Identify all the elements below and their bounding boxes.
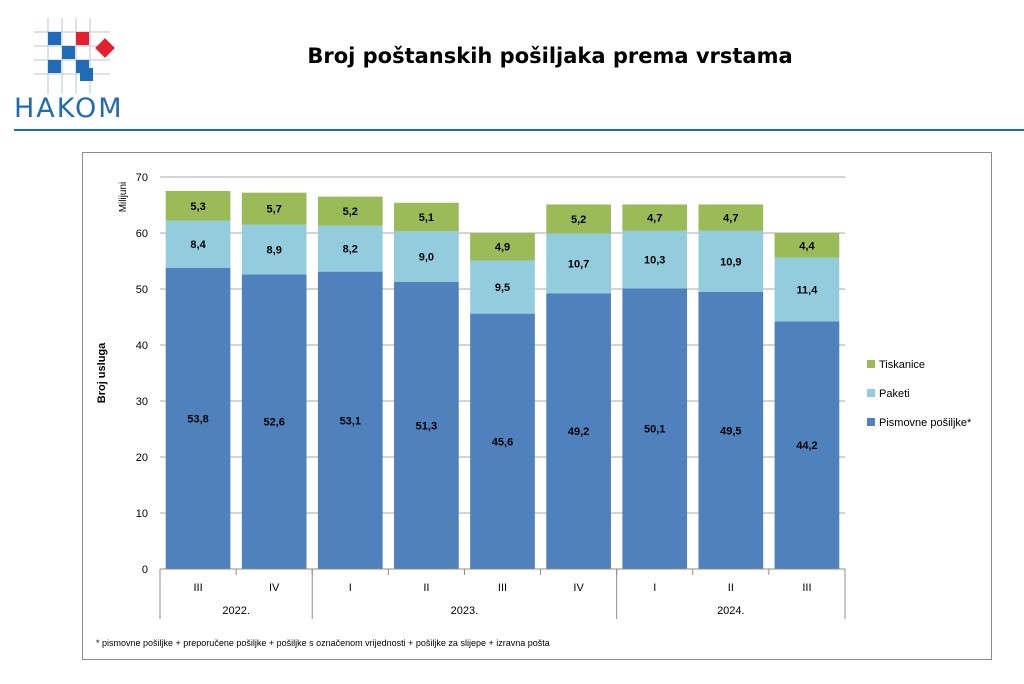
data-label: 10,3 (644, 255, 665, 267)
x-tick-label: II (728, 582, 734, 594)
bar-segment (165, 267, 231, 569)
data-label: 44,2 (796, 440, 817, 452)
x-tick-label: III (802, 582, 811, 594)
data-label: 5,3 (190, 201, 205, 213)
data-label: 5,2 (343, 206, 358, 218)
y-axis-unit: Milijuni (118, 182, 129, 213)
page-title: Broj poštanskih pošiljaka prema vrstama (307, 44, 793, 68)
legend-swatch (867, 389, 875, 397)
bar-segment (698, 291, 764, 569)
data-label: 9,5 (495, 282, 510, 294)
bar-segment (165, 191, 231, 221)
y-tick-label: 50 (136, 284, 148, 296)
y-axis-title: Broj usluga (96, 342, 108, 403)
x-tick-label: II (423, 582, 429, 594)
y-tick-label: 0 (142, 564, 148, 576)
bar-segment (622, 204, 688, 231)
data-label: 10,7 (568, 259, 589, 271)
y-tick-label: 40 (136, 340, 148, 352)
bar-segment (546, 204, 611, 234)
header-divider (14, 129, 1024, 131)
data-label: 45,6 (492, 436, 513, 448)
year-label: 2023. (451, 605, 479, 617)
bar-segment (241, 192, 307, 225)
x-tick-label: IV (573, 582, 584, 594)
data-label: 9,0 (419, 252, 434, 264)
x-tick-label: III (498, 582, 507, 594)
bar-segment (546, 233, 611, 294)
data-label: 52,6 (263, 417, 284, 429)
data-label: 8,2 (343, 244, 358, 256)
bar-segment (317, 225, 383, 272)
y-tick-label: 10 (136, 508, 148, 520)
bar-segment (622, 230, 688, 289)
legend-swatch (867, 360, 875, 368)
data-label: 4,7 (647, 213, 662, 225)
data-label: 50,1 (644, 424, 665, 436)
bar-segment (774, 233, 840, 258)
data-label: 53,1 (340, 415, 361, 427)
legend-label: Tiskanice (879, 359, 925, 371)
data-label: 5,1 (419, 212, 434, 224)
x-tick-label: I (653, 582, 656, 594)
bar-segment (546, 293, 611, 569)
data-label: 51,3 (416, 420, 437, 432)
bar-segment (774, 321, 840, 569)
bar-segment (698, 204, 764, 231)
data-label: 4,4 (799, 240, 815, 252)
legend-label: Paketi (879, 388, 910, 400)
chart-frame: 0 10 20 30 40 50 60 70 Broj usluga Milijuni 53,8 8,… (82, 152, 992, 660)
chart-footnote: * pismovne pošiljke + preporučene pošilj… (96, 638, 550, 648)
bar-segment (470, 233, 535, 261)
hakom-logo-mark (34, 18, 115, 94)
x-tick-label: III (193, 582, 202, 594)
data-label: 4,9 (495, 242, 510, 254)
bar-segment (317, 271, 383, 569)
legend-swatch (867, 418, 875, 426)
data-label: 53,8 (187, 413, 208, 425)
data-label: 8,4 (190, 239, 206, 251)
hakom-logo-text: HAKOM (14, 93, 124, 124)
data-label: 5,2 (571, 214, 586, 226)
year-label: 2024. (717, 605, 745, 617)
bar-segment (470, 260, 535, 314)
data-label: 5,7 (267, 204, 282, 216)
bar-segment (470, 313, 535, 569)
data-label: 4,7 (723, 213, 738, 225)
y-tick-label: 20 (136, 452, 148, 464)
bar-segment (394, 202, 459, 232)
stacked-bar-chart: 0 10 20 30 40 50 60 70 Broj usluga Milijuni 53,8 8,… (96, 172, 972, 619)
bar-segment (241, 224, 307, 275)
bar-segment (394, 231, 459, 282)
bar-segment (241, 274, 307, 569)
data-label: 49,5 (720, 425, 741, 437)
x-tick-label: IV (269, 582, 280, 594)
legend-label: Pismovne pošiljke* (879, 417, 972, 429)
bar-segment (317, 196, 383, 226)
y-tick-label: 70 (136, 172, 148, 184)
bar-segment (622, 288, 688, 569)
bar-segment (165, 220, 231, 268)
data-label: 49,2 (568, 426, 589, 438)
bar-segment (774, 257, 840, 322)
bar-segment (394, 281, 459, 569)
bar-segment (698, 230, 764, 292)
y-tick-label: 60 (136, 228, 148, 240)
data-label: 8,9 (267, 245, 282, 257)
data-label: 10,9 (720, 256, 741, 268)
data-label: 11,4 (797, 285, 819, 297)
y-tick-label: 30 (136, 396, 148, 408)
year-label: 2022. (222, 605, 250, 617)
x-tick-label: I (349, 582, 352, 594)
